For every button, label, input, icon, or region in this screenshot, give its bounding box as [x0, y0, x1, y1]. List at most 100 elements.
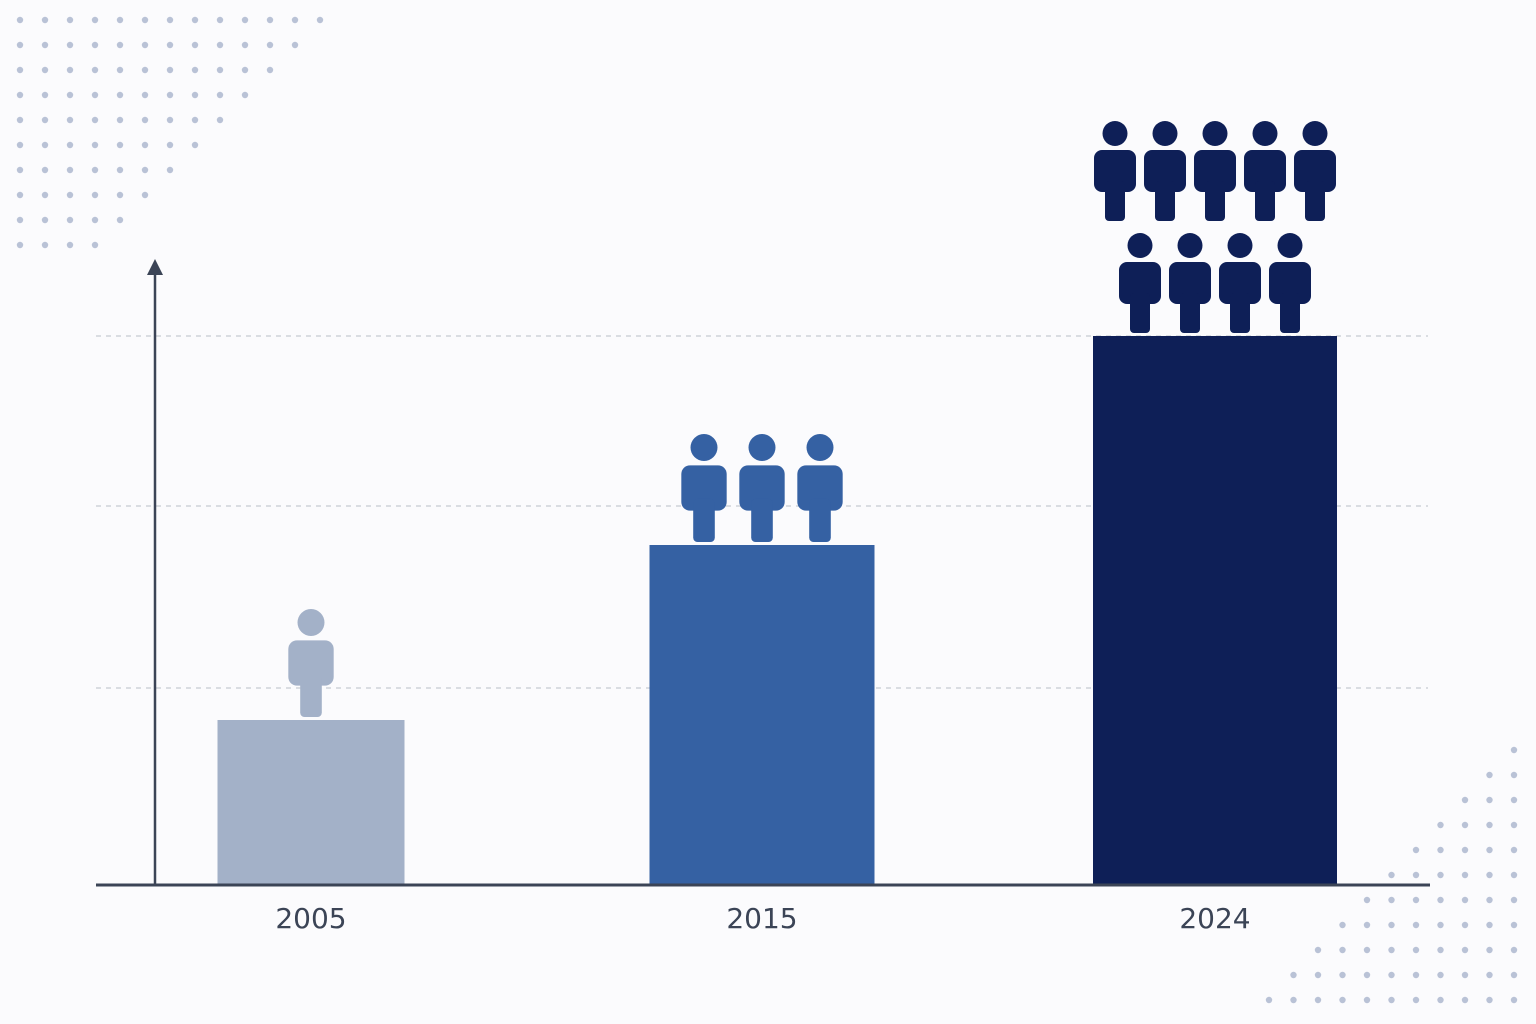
decor-dot: [1363, 996, 1371, 1004]
decor-dot: [116, 216, 124, 224]
decor-dot: [1363, 896, 1371, 904]
decor-dot: [166, 116, 174, 124]
decor-dot: [1339, 971, 1346, 979]
person-head: [748, 434, 776, 461]
decor-dot: [1388, 996, 1395, 1004]
person-body: [797, 465, 843, 511]
decor-dot: [91, 241, 99, 249]
decor-dot: [41, 141, 49, 149]
decor-dot: [66, 16, 74, 24]
decor-dot: [141, 16, 149, 24]
decor-dot: [66, 41, 74, 49]
decor-dot: [1510, 771, 1518, 779]
person-legs: [1280, 293, 1300, 333]
decor-dot: [1290, 996, 1297, 1004]
decor-dot: [241, 66, 249, 74]
decor-dot: [91, 191, 99, 199]
person-body: [1219, 262, 1261, 304]
decor-dot: [191, 141, 199, 149]
decor-dot: [1486, 921, 1493, 929]
decor-dot: [116, 191, 124, 199]
decor-dot: [66, 116, 74, 124]
decor-dot: [1486, 896, 1493, 904]
decor-dot: [1461, 896, 1469, 904]
decor-dot: [116, 141, 124, 149]
person-legs: [809, 498, 831, 542]
person-legs: [1305, 181, 1325, 221]
decor-dot: [1461, 871, 1469, 879]
decor-dot: [1339, 921, 1346, 929]
decor-dot: [291, 41, 299, 49]
decor-dot: [16, 241, 24, 249]
person-legs: [1180, 293, 1200, 333]
person-head: [297, 609, 325, 636]
decor-dot: [141, 91, 149, 99]
decor-dot: [191, 41, 199, 49]
decor-dot: [1412, 946, 1420, 954]
person-legs: [1255, 181, 1275, 221]
decor-dot: [41, 166, 49, 174]
decor-dot: [1388, 871, 1395, 879]
decor-dot: [41, 66, 49, 74]
decor-dot: [16, 16, 24, 24]
decor-dot: [141, 191, 149, 199]
decor-dot: [66, 191, 74, 199]
decor-dot: [1486, 971, 1493, 979]
decor-dot: [166, 91, 174, 99]
decor-dot: [91, 41, 99, 49]
bar: [217, 720, 405, 885]
decor-dot: [166, 41, 174, 49]
decor-dot: [116, 166, 124, 174]
decor-dot: [1510, 971, 1518, 979]
decor-dot: [16, 191, 24, 199]
person-head: [1152, 121, 1178, 146]
person-body: [1244, 150, 1286, 192]
person-legs: [1205, 181, 1225, 221]
decoration: [16, 16, 1518, 1004]
decor-dot: [116, 66, 124, 74]
decor-dot: [41, 116, 49, 124]
decor-dot: [16, 216, 24, 224]
decor-dot: [1461, 996, 1469, 1004]
people-icons: [288, 609, 334, 717]
decor-dot: [66, 241, 74, 249]
person-head: [1177, 233, 1203, 258]
person-head: [806, 434, 834, 461]
people-icons: [1094, 121, 1336, 333]
decor-dot: [216, 116, 224, 124]
person-legs: [751, 498, 773, 542]
decor-dot: [1486, 821, 1493, 829]
decor-dot: [1461, 946, 1469, 954]
person-head: [1277, 233, 1303, 258]
decor-dot: [266, 66, 274, 74]
person-head: [1252, 121, 1278, 146]
decor-dot: [16, 41, 24, 49]
person-head: [1202, 121, 1228, 146]
decor-dot: [266, 16, 274, 24]
decor-dot: [16, 116, 24, 124]
decor-dot: [91, 66, 99, 74]
person-body: [288, 640, 334, 686]
decor-dot: [1486, 796, 1493, 804]
decor-dot: [1510, 996, 1518, 1004]
person-head: [1302, 121, 1328, 146]
decor-dot: [241, 91, 249, 99]
decor-dot: [241, 16, 249, 24]
decor-dot: [191, 116, 199, 124]
decor-dot: [16, 91, 24, 99]
person-legs: [1230, 293, 1250, 333]
decor-dot: [1412, 971, 1420, 979]
decor-dot: [1510, 896, 1518, 904]
decor-dot: [66, 66, 74, 74]
decor-dot: [41, 41, 49, 49]
decor-dot: [141, 41, 149, 49]
decor-dot: [1437, 946, 1444, 954]
decor-dot: [166, 141, 174, 149]
decor-dot: [1486, 871, 1493, 879]
decor-dot: [41, 191, 49, 199]
decor-dot: [1437, 871, 1444, 879]
decor-dot: [91, 216, 99, 224]
person-head: [690, 434, 718, 461]
decor-dot: [116, 91, 124, 99]
